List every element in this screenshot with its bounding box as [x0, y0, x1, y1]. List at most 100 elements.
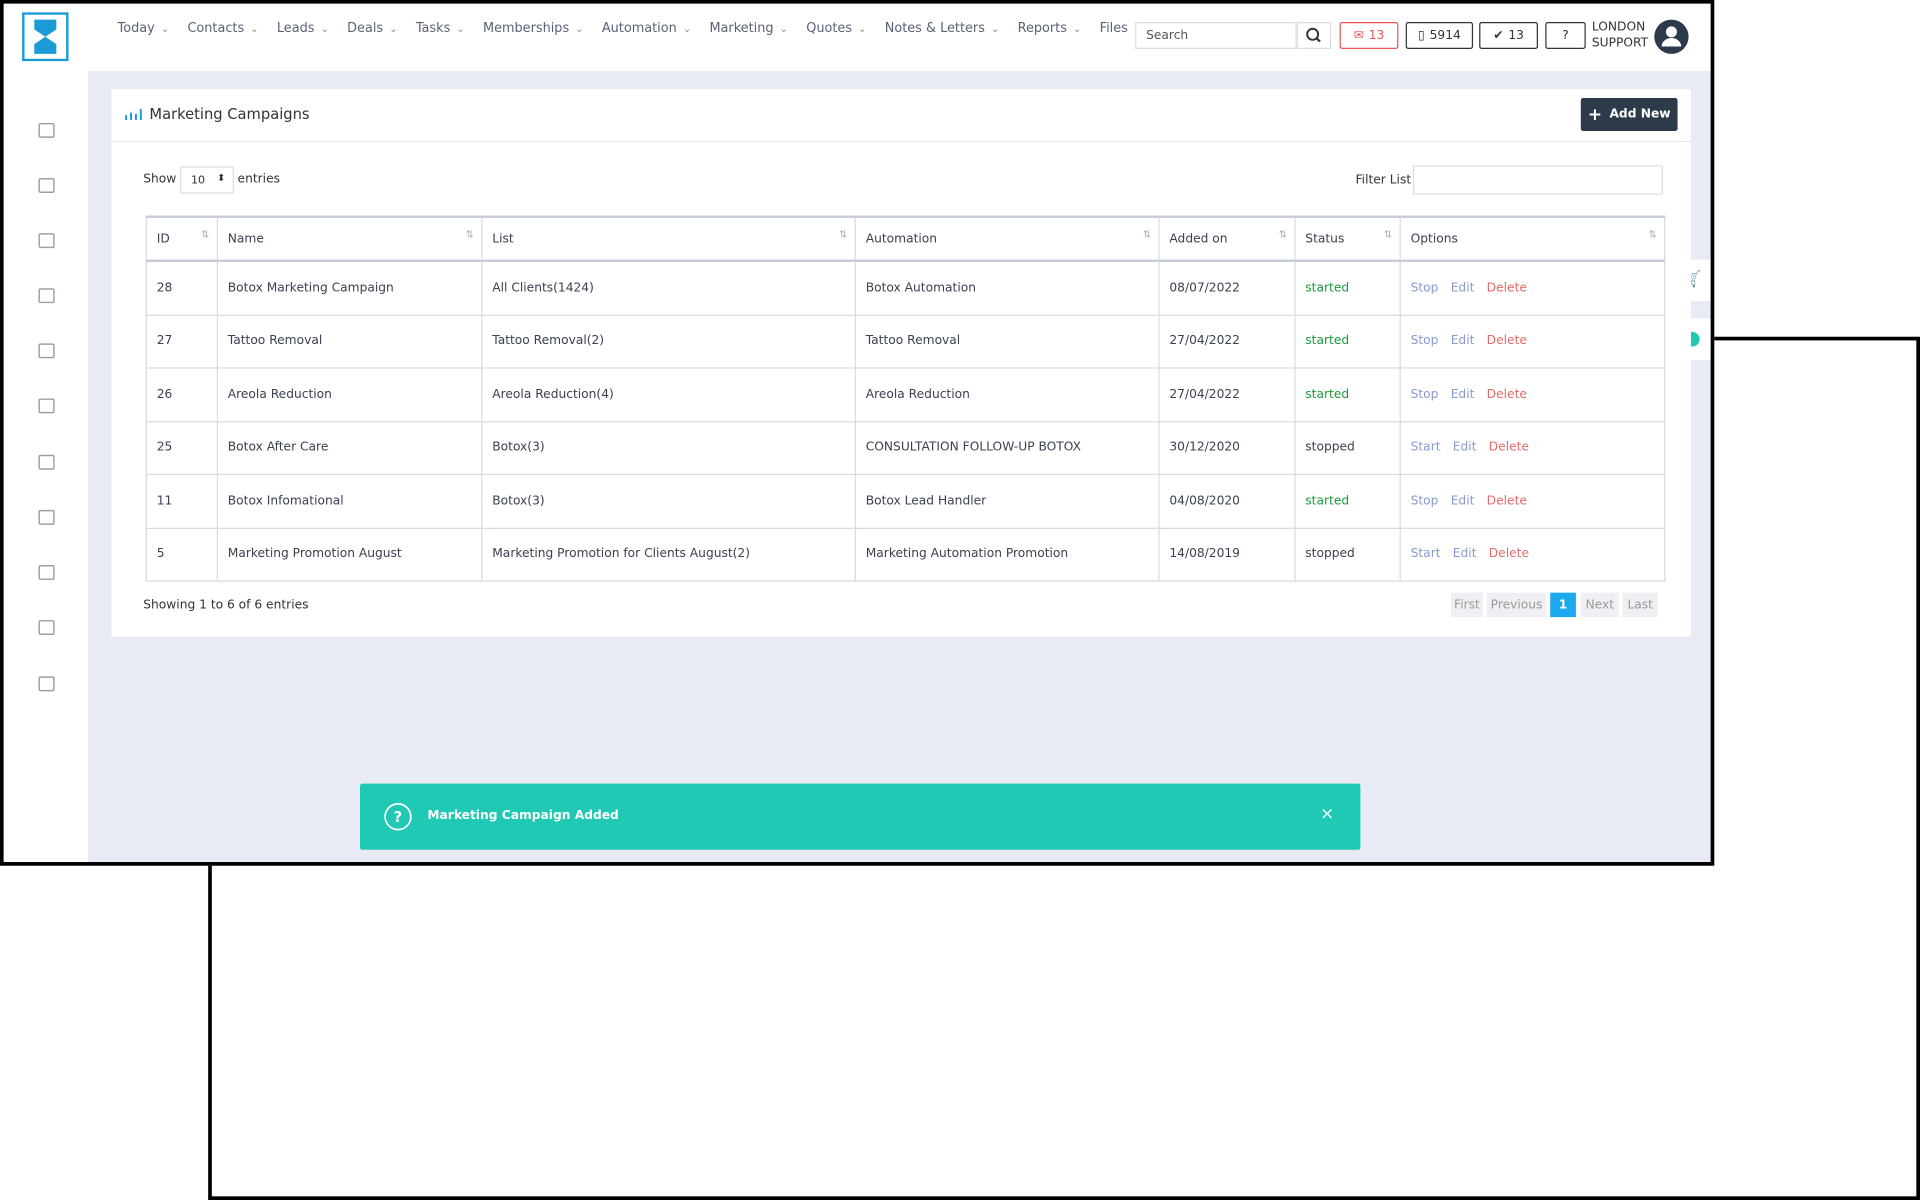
nav-item[interactable]: Tasks ⌄ [416, 21, 465, 36]
nav-caret: ⌄ [779, 23, 788, 35]
filter-label: Filter List [1355, 173, 1412, 188]
mail-count: 13 [1368, 28, 1385, 43]
user-name[interactable]: LONDON SUPPORT [1592, 20, 1648, 52]
cell-added-on: 04/08/2020 [1158, 473, 1296, 529]
cell-id: 26 [145, 367, 218, 422]
search-input[interactable]: Search [1135, 22, 1297, 49]
toast-close[interactable]: × [1320, 804, 1335, 825]
nav-item[interactable]: Notes & Letters ⌄ [885, 21, 999, 36]
mail-badge[interactable]: ✉ 13 [1339, 22, 1399, 49]
header-row: ID ⇅ Name ⇅ List ⇅ Automation ⇅ Added on ⇅ Status ⇅… [145, 215, 1666, 263]
action-edit[interactable]: Edit [1450, 281, 1475, 295]
add-new-button[interactable]: + Add New [1580, 97, 1678, 132]
sidebar-icon[interactable] [37, 507, 57, 527]
search-button[interactable] [1296, 22, 1332, 49]
cell-added-on: 14/08/2019 [1158, 527, 1296, 582]
sidebar-icon[interactable] [37, 340, 57, 360]
logo[interactable] [22, 12, 69, 62]
nav-label: Memberships [482, 20, 570, 36]
action-edit[interactable]: Edit [1452, 441, 1477, 455]
action-delete[interactable]: Delete [1486, 334, 1527, 349]
show-label: Show [143, 172, 177, 187]
nav-label: Deals [347, 20, 384, 36]
svg-text:?: ? [394, 809, 403, 826]
nav-label: Files [1099, 20, 1128, 36]
page-button[interactable]: Next [1580, 592, 1619, 618]
nav-label: Today [117, 20, 155, 36]
page-button[interactable]: Previous [1486, 592, 1547, 618]
nav-item[interactable]: Automation ⌄ [602, 21, 691, 36]
sidebar-icon[interactable] [37, 562, 57, 582]
nav-item[interactable]: Marketing ⌄ [709, 21, 787, 36]
column-header[interactable]: List ⇅ [481, 215, 856, 263]
sidebar-icon[interactable] [37, 673, 57, 693]
help-button[interactable]: ? [1545, 22, 1586, 49]
sidebar-icon[interactable] [37, 617, 57, 637]
cell-list: Marketing Promotion for Clients August(2… [481, 527, 856, 582]
nav-item[interactable]: Deals ⌄ [347, 21, 397, 36]
action-delete[interactable]: Delete [1486, 387, 1527, 402]
entries-label: entries [237, 172, 281, 187]
table-row: 28 Botox Marketing Campaign All Clients(14… [145, 260, 1666, 316]
page-button[interactable]: First [1451, 592, 1483, 618]
action-delete[interactable]: Delete [1488, 441, 1529, 455]
column-header[interactable]: Options ⇅ [1399, 215, 1666, 263]
action-toggle[interactable]: Start [1410, 441, 1441, 455]
action-toggle[interactable]: Stop [1410, 494, 1439, 508]
nav-item[interactable]: Reports ⌄ [1018, 21, 1082, 36]
user-line: SUPPORT [1591, 36, 1649, 51]
nav-label: Reports [1017, 20, 1067, 36]
avatar[interactable] [1653, 18, 1690, 55]
cell-name: Areola Reduction [216, 367, 483, 422]
card-header: Marketing Campaigns + Add New [111, 89, 1692, 143]
column-header[interactable]: Added on ⇅ [1158, 215, 1296, 263]
column-header[interactable]: ID ⇅ [145, 215, 218, 263]
phone-badge[interactable]: ▯ 5914 [1405, 22, 1474, 49]
cell-id: 11 [145, 473, 218, 529]
action-toggle[interactable]: Stop [1410, 387, 1439, 402]
nav-item[interactable]: Quotes ⌄ [806, 21, 866, 36]
action-delete[interactable]: Delete [1488, 547, 1529, 562]
sidebar-icon[interactable] [37, 230, 57, 250]
sidebar-icon[interactable] [37, 175, 57, 195]
task-count: 13 [1508, 28, 1524, 43]
action-toggle[interactable]: Start [1410, 547, 1441, 562]
column-label: Status [1305, 232, 1345, 246]
nav-menu: Today ⌄ Contacts ⌄ Leads ⌄ Deals ⌄ Tasks ⌄ Members… [118, 21, 1128, 36]
column-header[interactable]: Status ⇅ [1294, 215, 1401, 263]
nav-caret: ⌄ [160, 23, 170, 35]
sidebar-icon[interactable] [37, 452, 57, 472]
filter-input[interactable] [1413, 165, 1663, 195]
action-toggle[interactable]: Stop [1410, 281, 1439, 295]
action-edit[interactable]: Edit [1450, 387, 1475, 402]
nav-item[interactable]: Leads ⌄ [277, 21, 329, 36]
page-button[interactable]: Last [1622, 592, 1658, 618]
action-edit[interactable]: Edit [1452, 547, 1477, 562]
action-delete[interactable]: Delete [1486, 494, 1527, 508]
table-row: 26 Areola Reduction Areola Reduction(4) Are… [145, 367, 1666, 422]
action-edit[interactable]: Edit [1450, 334, 1475, 349]
nav-item[interactable]: Memberships ⌄ [483, 21, 584, 36]
sort-icon: ⇅ [201, 228, 210, 241]
cell-automation: Marketing Automation Promotion [854, 527, 1160, 582]
nav-item[interactable]: Files [1100, 21, 1128, 36]
entries-select[interactable]: 10 ⬍ [180, 166, 234, 194]
sidebar-icon[interactable] [37, 396, 57, 416]
action-toggle[interactable]: Stop [1410, 334, 1439, 349]
task-badge[interactable]: ✔ 13 [1479, 22, 1538, 49]
nav-caret: ⌄ [1073, 23, 1082, 35]
cell-automation: Botox Lead Handler [854, 473, 1160, 529]
nav-item[interactable]: Today ⌄ [118, 21, 170, 36]
sidebar-icon[interactable] [37, 285, 57, 305]
toast: ? Marketing Campaign Added × [360, 783, 1361, 850]
cell-id: 5 [145, 527, 218, 582]
action-edit[interactable]: Edit [1450, 494, 1475, 508]
action-delete[interactable]: Delete [1486, 281, 1527, 295]
cell-list: Botox(3) [481, 420, 856, 476]
nav-item[interactable]: Contacts ⌄ [187, 21, 258, 36]
nav-caret: ⌄ [575, 23, 584, 35]
column-header[interactable]: Name ⇅ [216, 215, 483, 263]
sidebar-icon[interactable] [37, 120, 57, 140]
page-button[interactable]: 1 [1550, 592, 1576, 618]
column-header[interactable]: Automation ⇅ [854, 215, 1160, 263]
